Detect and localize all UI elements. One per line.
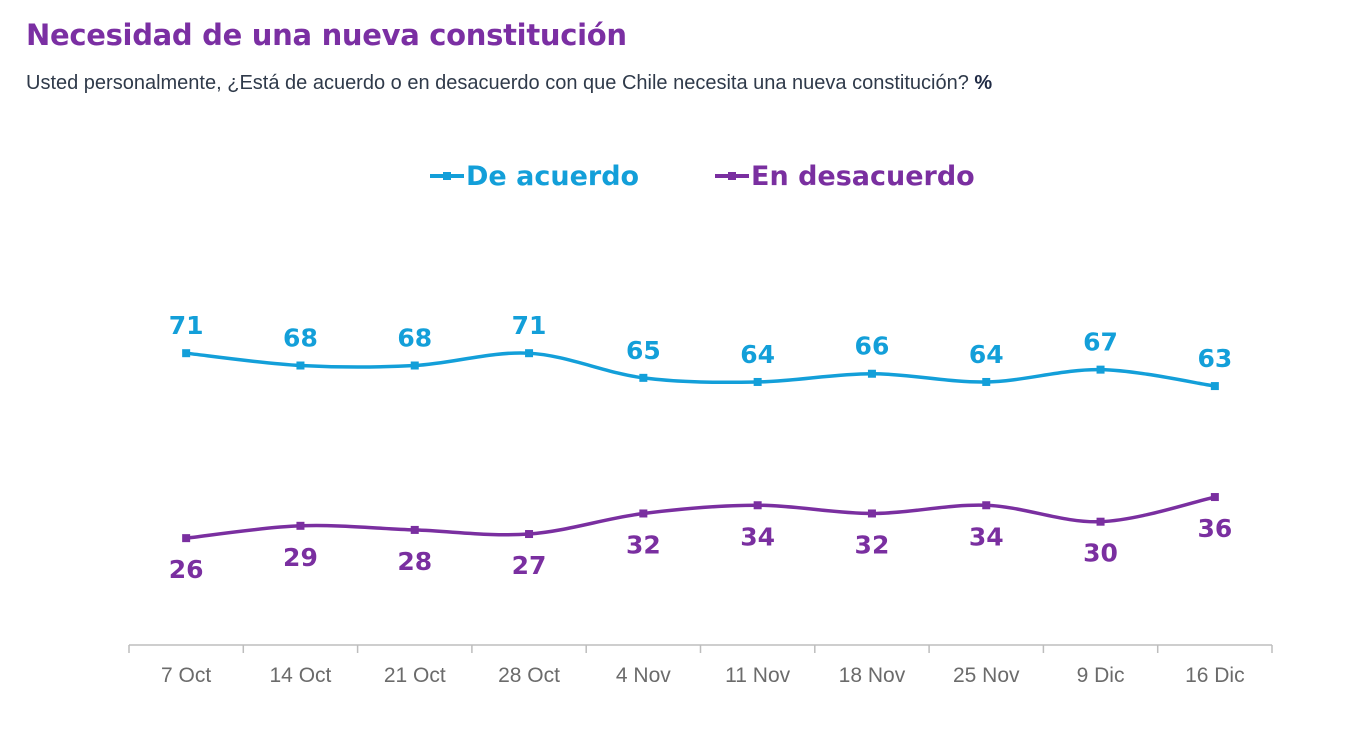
data-point bbox=[182, 349, 191, 358]
data-point bbox=[753, 501, 762, 510]
x-tick-label: 16 Dic bbox=[1185, 664, 1245, 687]
data-point bbox=[1096, 517, 1105, 526]
legend-marker-0 bbox=[443, 172, 451, 180]
data-label: 66 bbox=[855, 332, 890, 361]
data-label: 34 bbox=[969, 522, 1004, 551]
data-label: 64 bbox=[740, 340, 775, 369]
data-label: 63 bbox=[1197, 344, 1232, 373]
data-label: 71 bbox=[512, 311, 547, 340]
data-label: 36 bbox=[1197, 514, 1232, 543]
data-point bbox=[182, 534, 191, 543]
data-label: 64 bbox=[969, 340, 1004, 369]
data-point bbox=[753, 377, 762, 386]
x-tick-label: 7 Oct bbox=[161, 664, 211, 687]
data-label: 34 bbox=[740, 522, 775, 551]
data-label: 32 bbox=[626, 530, 661, 559]
data-point bbox=[525, 530, 534, 539]
data-point bbox=[296, 521, 305, 530]
data-label: 65 bbox=[626, 336, 661, 365]
data-label: 68 bbox=[397, 324, 432, 353]
x-tick-label: 25 Nov bbox=[953, 664, 1020, 687]
data-label: 29 bbox=[283, 543, 318, 572]
data-point bbox=[1096, 365, 1105, 374]
data-label: 28 bbox=[397, 547, 432, 576]
data-label: 30 bbox=[1083, 539, 1118, 568]
data-point bbox=[1210, 382, 1219, 391]
x-tick-label: 9 Dic bbox=[1077, 664, 1125, 687]
x-tick-label: 21 Oct bbox=[384, 664, 446, 687]
x-tick-label: 14 Oct bbox=[270, 664, 332, 687]
x-tick-label: 4 Nov bbox=[616, 664, 671, 687]
data-label: 68 bbox=[283, 324, 318, 353]
x-tick-label: 28 Oct bbox=[498, 664, 560, 687]
x-tick-label: 18 Nov bbox=[839, 664, 906, 687]
subtitle-text: Usted personalmente, ¿Está de acuerdo o … bbox=[26, 72, 969, 94]
data-point bbox=[296, 361, 305, 370]
data-point bbox=[982, 377, 991, 386]
data-point bbox=[639, 509, 648, 518]
legend-label-0: De acuerdo bbox=[466, 161, 639, 192]
data-point bbox=[982, 501, 991, 510]
chart-subtitle: Usted personalmente, ¿Está de acuerdo o … bbox=[26, 72, 992, 95]
data-label: 71 bbox=[169, 311, 204, 340]
data-point bbox=[410, 525, 419, 534]
chart-title: Necesidad de una nueva constitución bbox=[26, 18, 627, 52]
legend-label-1: En desacuerdo bbox=[751, 161, 975, 192]
data-point bbox=[410, 361, 419, 370]
data-point bbox=[867, 369, 876, 378]
x-tick-label: 11 Nov bbox=[725, 664, 790, 687]
unit-label: % bbox=[974, 72, 993, 94]
data-point bbox=[525, 349, 534, 358]
series-line-0 bbox=[185, 351, 1216, 388]
data-label: 26 bbox=[169, 555, 204, 584]
data-point bbox=[867, 509, 876, 518]
data-label: 27 bbox=[512, 551, 547, 580]
series-line-1 bbox=[185, 495, 1216, 540]
legend-marker-1 bbox=[728, 172, 736, 180]
data-point bbox=[1210, 493, 1219, 502]
data-point bbox=[639, 373, 648, 382]
data-label: 67 bbox=[1083, 328, 1118, 357]
data-label: 32 bbox=[855, 530, 890, 559]
